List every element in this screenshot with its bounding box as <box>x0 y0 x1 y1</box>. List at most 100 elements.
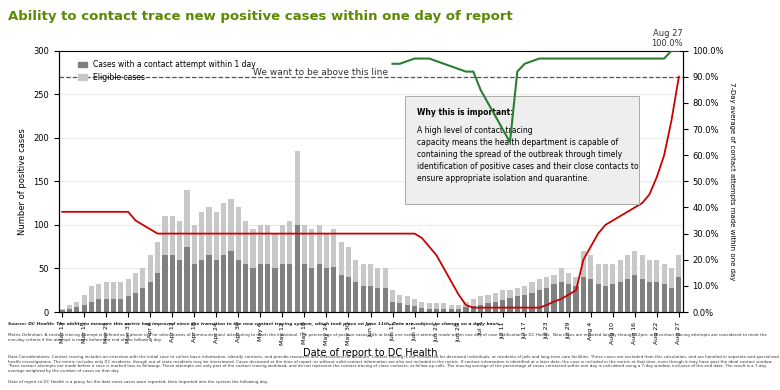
Bar <box>170 216 175 312</box>
Bar <box>74 307 80 312</box>
Text: A high level of contact tracing
capacity means the health department is capable : A high level of contact tracing capacity… <box>417 126 639 183</box>
Bar <box>346 246 351 312</box>
Bar <box>640 279 645 312</box>
Bar <box>573 286 579 312</box>
Bar <box>618 260 622 312</box>
Bar <box>155 273 160 312</box>
Bar <box>588 279 594 312</box>
Bar <box>654 260 659 312</box>
Bar <box>551 275 557 312</box>
Bar <box>295 151 300 312</box>
Bar <box>383 268 388 312</box>
Bar <box>147 282 153 312</box>
Bar <box>573 277 579 312</box>
Bar <box>500 300 505 312</box>
Bar <box>368 286 373 312</box>
Bar <box>280 225 285 312</box>
Bar <box>59 308 65 312</box>
Bar <box>441 308 446 312</box>
Bar <box>214 212 219 312</box>
Bar <box>551 284 557 312</box>
Bar <box>456 305 461 312</box>
Bar <box>265 225 271 312</box>
Bar <box>493 293 498 312</box>
Bar <box>581 277 586 312</box>
Bar <box>508 290 512 312</box>
Bar <box>427 303 432 312</box>
Bar <box>588 255 594 312</box>
Bar <box>162 216 168 312</box>
Text: Ability to contact trace new positive cases within one day of report: Ability to contact trace new positive ca… <box>8 10 512 23</box>
Bar <box>441 303 446 312</box>
Bar <box>119 282 123 312</box>
Bar <box>96 299 101 312</box>
Y-axis label: 7-Day average of contact attempts made within one day: 7-Day average of contact attempts made w… <box>729 82 735 280</box>
Text: Date of report to DC Health is a proxy for the date most cases were reported, th: Date of report to DC Health is a proxy f… <box>8 380 268 384</box>
Bar <box>595 264 601 312</box>
Bar <box>302 225 307 312</box>
Bar <box>309 229 314 312</box>
Bar <box>390 290 395 312</box>
Bar <box>236 260 241 312</box>
Bar <box>111 282 116 312</box>
Bar <box>603 264 608 312</box>
Bar <box>368 264 373 312</box>
Bar <box>96 284 101 312</box>
Bar <box>647 260 652 312</box>
Bar <box>126 296 131 312</box>
Bar <box>434 303 439 312</box>
Bar <box>610 284 615 312</box>
Bar <box>287 264 292 312</box>
Text: Why this is important:: Why this is important: <box>417 108 514 117</box>
Bar <box>309 268 314 312</box>
Bar <box>390 301 395 312</box>
Bar <box>258 264 263 312</box>
Bar <box>558 268 564 312</box>
Bar <box>147 255 153 312</box>
Bar <box>485 303 491 312</box>
Bar <box>229 199 233 312</box>
Bar <box>82 294 87 312</box>
Bar <box>250 268 256 312</box>
FancyBboxPatch shape <box>405 96 639 204</box>
Bar <box>317 225 321 312</box>
Bar <box>332 229 336 312</box>
Bar <box>412 299 417 312</box>
Bar <box>463 301 469 312</box>
Bar <box>412 306 417 312</box>
Bar <box>647 282 652 312</box>
Bar <box>317 264 321 312</box>
Bar <box>346 277 351 312</box>
Bar <box>427 308 432 312</box>
Bar <box>243 220 248 312</box>
Bar <box>558 282 564 312</box>
Bar <box>669 268 674 312</box>
Bar <box>82 305 87 312</box>
Bar <box>625 255 630 312</box>
Bar <box>463 307 469 312</box>
Bar <box>508 298 512 312</box>
Bar <box>280 264 285 312</box>
Bar <box>199 212 204 312</box>
Bar <box>192 264 197 312</box>
Bar <box>302 264 307 312</box>
Bar <box>581 251 586 312</box>
Bar <box>177 260 183 312</box>
Bar <box>485 294 491 312</box>
Bar <box>397 303 402 312</box>
Bar <box>633 251 637 312</box>
Bar <box>74 301 80 312</box>
Bar <box>67 305 72 312</box>
Bar <box>170 255 175 312</box>
Bar <box>104 299 108 312</box>
Bar <box>272 268 278 312</box>
Bar <box>661 284 667 312</box>
Bar <box>324 234 329 312</box>
Bar <box>89 286 94 312</box>
Bar <box>133 293 138 312</box>
Bar <box>324 268 329 312</box>
Bar <box>537 290 542 312</box>
Bar <box>522 286 527 312</box>
Bar <box>375 268 381 312</box>
Bar <box>89 301 94 312</box>
